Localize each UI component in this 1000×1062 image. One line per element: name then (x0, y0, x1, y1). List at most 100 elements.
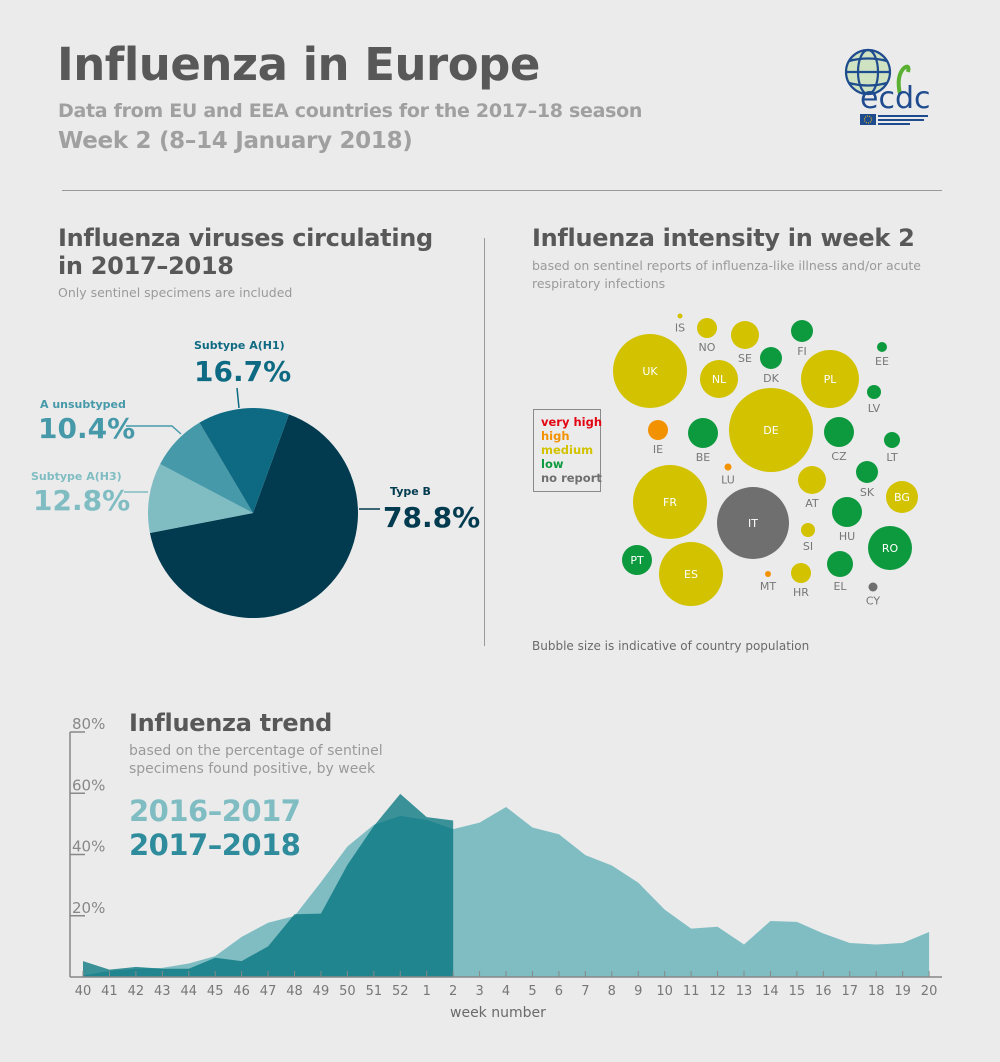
pie-slice-type-b (149, 414, 358, 618)
pie-value: 78.8% (383, 501, 480, 534)
intensity-legend: very high high medium low no report (533, 409, 602, 492)
bubble-at (798, 466, 826, 494)
bubble-bg (886, 481, 918, 513)
bubble-label-fi: FI (797, 345, 807, 358)
bubble-label-ro: RO (882, 542, 899, 555)
bubble-label-ie: IE (653, 443, 663, 456)
pie-title-line2: in 2017–2018 (58, 252, 234, 280)
bubble-label-cy: CY (866, 595, 880, 608)
bubble-fr (633, 465, 707, 539)
header-divider (62, 190, 942, 191)
bubble-label-de: DE (763, 424, 778, 437)
ecdc-logo: ecdc (838, 46, 938, 130)
page-subtitle: Data from EU and EEA countries for the 2… (58, 100, 643, 122)
x-tick-label: 13 (736, 984, 753, 999)
bubble-label-pt: PT (630, 554, 644, 567)
legend-item-high: high (541, 429, 570, 443)
bubble-cy (868, 582, 878, 592)
legend-item-low: low (541, 457, 564, 471)
bubble-el (827, 551, 853, 577)
pie-label: Subtype A(H1) (194, 339, 285, 352)
week-label: Week 2 (8–14 January 2018) (58, 128, 413, 154)
pie-label: A unsubtyped (40, 398, 126, 411)
pie-leader-line (236, 387, 240, 409)
x-tick-label: 48 (286, 984, 303, 999)
intensity-subtitle-line2: respiratory infections (532, 276, 666, 291)
bubble-label-be: BE (696, 451, 711, 464)
bubble-label-no: NO (699, 341, 716, 354)
bubble-pl (801, 350, 859, 408)
x-tick-label: 18 (868, 984, 885, 999)
bubble-label-pl: PL (824, 373, 838, 386)
x-tick-label: 19 (894, 984, 911, 999)
bubble-label-lt: LT (886, 451, 898, 464)
bubble-label-is: IS (675, 322, 685, 335)
pie-slice-subtype-a-h1- (199, 408, 289, 513)
bubble-lt (884, 432, 900, 448)
y-tick-label: 20% (72, 899, 105, 917)
x-tick-label: 5 (528, 984, 536, 999)
x-tick-label: 43 (154, 984, 171, 999)
x-tick-label: 41 (101, 984, 118, 999)
trend-subtitle-line2: specimens found positive, by week (129, 761, 376, 777)
pie-value: 10.4% (38, 412, 135, 445)
bubble-mt (765, 571, 771, 577)
x-tick-label: 6 (555, 984, 563, 999)
bubble-label-lv: LV (868, 402, 881, 415)
bubble-it (717, 487, 789, 559)
bubble-ro (868, 526, 912, 570)
bubble-label-hr: HR (793, 586, 809, 599)
x-tick-label: 4 (502, 984, 510, 999)
x-tick-label: 17 (841, 984, 858, 999)
pie-value: 16.7% (194, 355, 291, 388)
bubble-lv (867, 385, 881, 399)
intensity-subtitle-line1: based on sentinel reports of influenza-l… (532, 258, 921, 273)
x-tick-label: 1 (423, 984, 431, 999)
x-tick-label: 12 (709, 984, 726, 999)
pie-title-line1: Influenza viruses circulating (58, 224, 433, 252)
pie-slice-subtype-a-h3- (148, 464, 253, 534)
pie-value: 12.8% (33, 484, 130, 517)
x-tick-label: 50 (339, 984, 356, 999)
pie-label: Type B (390, 485, 431, 498)
trend-subtitle-line1: based on the percentage of sentinel (129, 743, 383, 759)
bubble-label-hu: HU (839, 530, 855, 543)
pie-label: Subtype A(H3) (31, 470, 122, 483)
bubble-label-cz: CZ (831, 450, 847, 463)
x-tick-label: 47 (260, 984, 277, 999)
ecdc-logo-icon: ecdc (844, 48, 931, 125)
bubble-nl (700, 360, 738, 398)
x-tick-label: 44 (180, 984, 197, 999)
x-tick-label: 3 (475, 984, 483, 999)
x-tick-label: 40 (75, 984, 92, 999)
x-tick-label: 45 (207, 984, 224, 999)
bubble-es (659, 542, 723, 606)
x-tick-label: 49 (313, 984, 330, 999)
x-tick-label: 16 (815, 984, 832, 999)
bubble-uk (613, 334, 687, 408)
svg-text:ecdc: ecdc (860, 81, 931, 116)
x-tick-label: 11 (683, 984, 700, 999)
x-tick-label: 15 (789, 984, 806, 999)
pie-leader-line (126, 425, 182, 435)
bubble-ie (648, 420, 668, 440)
x-tick-label: 42 (128, 984, 145, 999)
bubble-hu (832, 497, 862, 527)
bubble-label-sk: SK (860, 486, 875, 499)
x-tick-label: 8 (608, 984, 616, 999)
bubble-label-se: SE (738, 352, 752, 365)
pie-section-title: Influenza viruses circulating in 2017–20… (58, 224, 433, 280)
intensity-section-title: Influenza intensity in week 2 (532, 224, 915, 252)
bubble-no (697, 318, 717, 338)
legend-2017-2018: 2017–2018 (129, 828, 301, 862)
bubble-be (688, 418, 718, 448)
x-axis-label: week number (450, 1005, 546, 1021)
bubble-label-at: AT (805, 497, 819, 510)
bubble-label-mt: MT (760, 580, 776, 593)
area-series-2017–2018 (83, 793, 454, 977)
bubble-label-el: EL (833, 580, 847, 593)
bubble-label-dk: DK (763, 372, 779, 385)
legend-item-medium: medium (541, 443, 594, 457)
bubble-pt (622, 545, 652, 575)
